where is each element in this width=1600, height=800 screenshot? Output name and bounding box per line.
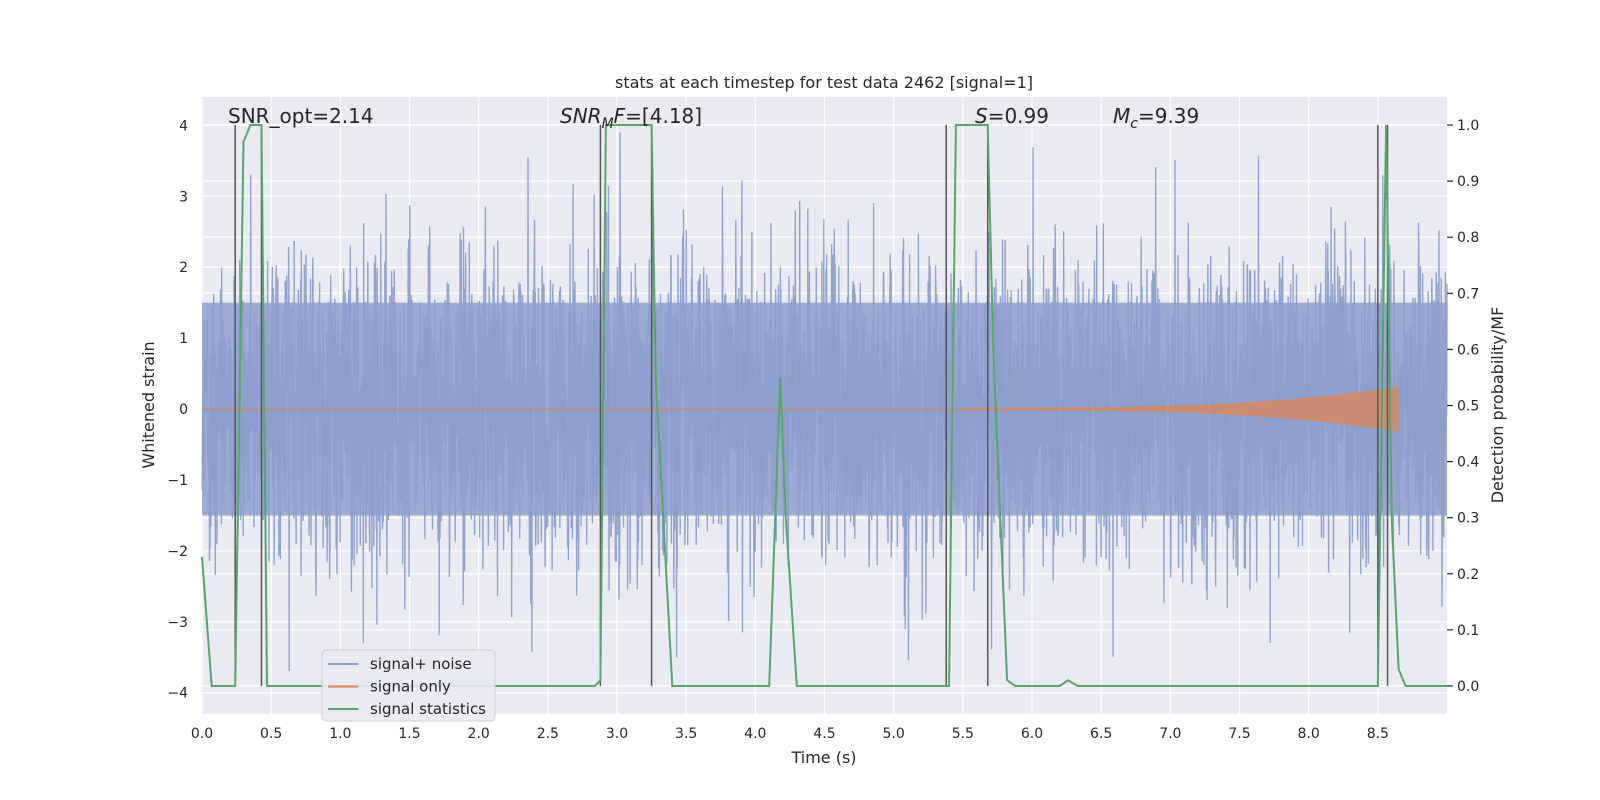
y2-tick-label: 1.0 [1457, 118, 1479, 134]
y2-tick-label: 0.0 [1457, 679, 1479, 695]
x-tick-label: 0.0 [191, 726, 213, 742]
y-axis-label: Whitened strain [139, 341, 158, 468]
y-tick-label: 1 [179, 331, 188, 347]
y2-tick-label: 0.4 [1457, 455, 1479, 471]
y-tick-label: −1 [167, 473, 188, 489]
y-tick-label: 2 [179, 260, 188, 276]
x-tick-label: 4.5 [813, 726, 835, 742]
y-tick-label: 3 [179, 189, 188, 205]
y-tick-label: 4 [179, 118, 188, 134]
x-tick-label: 5.5 [952, 726, 974, 742]
y2-tick-label: 0.8 [1457, 230, 1479, 246]
x-tick-label: 2.5 [537, 726, 559, 742]
signal-only-series [202, 386, 1399, 432]
legend-box [321, 649, 496, 722]
y-tick-label: 0 [179, 402, 188, 418]
legend-label: signal statistics [370, 700, 486, 718]
signal-only-chirp [962, 386, 1399, 432]
x-tick-label: 0.5 [260, 726, 282, 742]
x-tick-label: 1.0 [329, 726, 351, 742]
y2-axis-label: Detection probability/MF [1488, 307, 1507, 504]
x-tick-label: 3.0 [606, 726, 628, 742]
y2-tick-label: 0.6 [1457, 342, 1479, 358]
x-axis-ticks: 0.0 0.5 1.0 1.5 2.0 2.5 3.0 3.5 4.0 4.5 5.0 5.5 6.0 6… [191, 726, 1389, 742]
y-tick-label: −3 [167, 615, 188, 631]
x-tick-label: 7.0 [1159, 726, 1181, 742]
x-tick-label: 5.0 [883, 726, 905, 742]
x-tick-label: 2.0 [468, 726, 490, 742]
signal-statistics-series [201, 124, 1447, 687]
legend-label: signal only [370, 678, 451, 696]
y2-tick-label: 0.9 [1457, 174, 1479, 190]
x-tick-label: 7.5 [1228, 726, 1250, 742]
y-tick-label: −2 [167, 544, 188, 560]
legend: signal+ noise signal only signal statistic… [321, 649, 496, 722]
x-tick-label: 6.5 [1090, 726, 1112, 742]
x-tick-label: 4.0 [744, 726, 766, 742]
y-axis-ticks: −4 −3 −2 −1 0 1 2 3 4 [167, 118, 188, 701]
x-tick-label: 3.5 [675, 726, 697, 742]
annotation-label: SNR_opt=2.14 [228, 104, 374, 128]
annotation-label: Mc=9.39 [1113, 104, 1199, 132]
x-tick-label: 8.0 [1298, 726, 1320, 742]
y-tick-label: −4 [167, 686, 188, 702]
y2-tick-label: 0.7 [1457, 286, 1479, 302]
y2-tick-label: 0.3 [1457, 511, 1479, 527]
x-tick-label: 6.0 [1021, 726, 1043, 742]
y2-tick-label: 0.1 [1457, 623, 1479, 639]
y2-tick-label: 0.5 [1457, 399, 1479, 415]
y2-axis-ticks: 0.0 0.1 0.2 0.3 0.4 0.5 0.6 0.7 0.8 0.9 1.0 [1447, 118, 1479, 695]
annotations: SNR_opt=2.14 SNRMF=[4.18] S=0.99 Mc=9.39 [228, 104, 1199, 132]
y2-tick-label: 0.2 [1457, 567, 1479, 583]
x-tick-label: 1.5 [398, 726, 420, 742]
x-axis-label: Time (s) [790, 748, 856, 767]
annotation-label: SNRMF=[4.18] [560, 104, 702, 132]
chart-title: stats at each timestep for test data 246… [615, 73, 1033, 92]
x-tick-label: 8.5 [1367, 726, 1389, 742]
signal-statistics-line [201, 124, 1447, 687]
legend-label: signal+ noise [370, 655, 472, 673]
annotation-label: S=0.99 [975, 104, 1049, 128]
